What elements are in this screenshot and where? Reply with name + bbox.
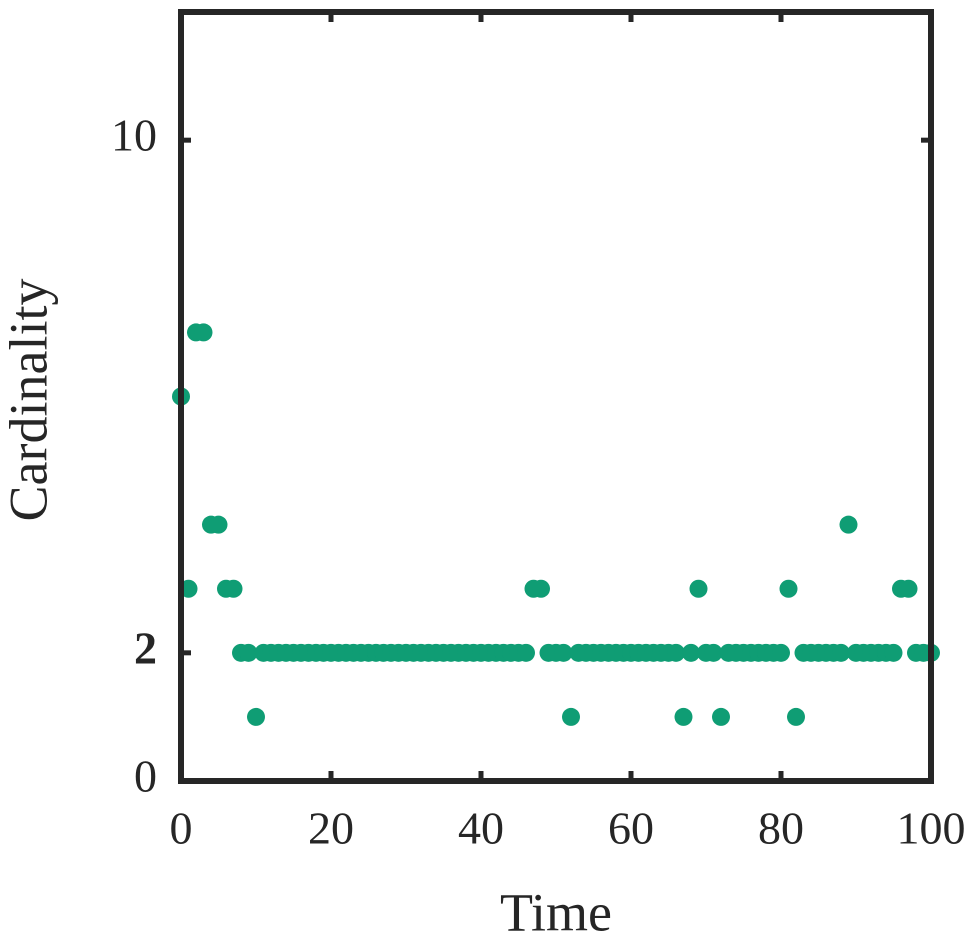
point bbox=[247, 707, 265, 726]
point bbox=[517, 643, 535, 662]
point bbox=[832, 643, 850, 662]
plot-frame bbox=[178, 9, 934, 784]
point bbox=[224, 579, 243, 598]
x-tick-label: 80 bbox=[758, 803, 804, 854]
y-tick-label: 10 bbox=[111, 110, 157, 161]
point bbox=[682, 643, 700, 662]
point bbox=[667, 643, 685, 662]
point bbox=[787, 707, 805, 726]
y-tick-label: 0 bbox=[134, 751, 157, 802]
point bbox=[239, 643, 258, 662]
point bbox=[899, 579, 918, 598]
point bbox=[532, 579, 550, 598]
x-tick-label: 40 bbox=[458, 803, 504, 854]
point bbox=[554, 643, 573, 662]
point bbox=[712, 707, 730, 726]
x-tick-label: 20 bbox=[308, 803, 354, 854]
point bbox=[209, 515, 228, 534]
point bbox=[779, 579, 798, 598]
point bbox=[772, 643, 790, 662]
y-axis-label: Cardinality bbox=[0, 279, 58, 522]
point bbox=[194, 323, 213, 342]
y-tick-label: 2 bbox=[134, 622, 157, 673]
point bbox=[689, 579, 708, 598]
point bbox=[884, 643, 903, 662]
point bbox=[704, 643, 723, 662]
x-tick-label: 100 bbox=[897, 803, 966, 854]
point bbox=[674, 707, 693, 726]
x-axis-label: Time bbox=[500, 882, 612, 942]
x-tick-label: 60 bbox=[608, 803, 654, 854]
point bbox=[839, 515, 858, 534]
x-tick-label: 0 bbox=[170, 803, 193, 854]
point bbox=[562, 707, 580, 726]
